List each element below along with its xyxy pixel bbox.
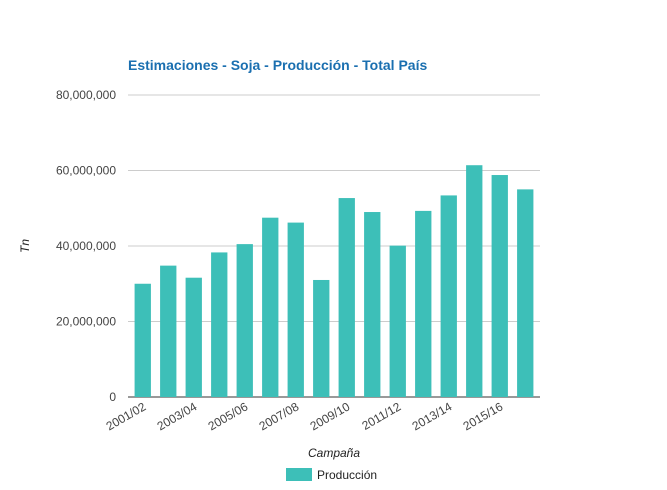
x-tick-label: 2003/04 — [155, 399, 200, 433]
bar-2011-12 — [389, 245, 406, 397]
x-axis-tick-labels: 2001/02 2003/04 2005/06 2007/08 2009/10 2011/… — [104, 399, 506, 433]
bars — [134, 165, 534, 397]
x-tick-label: 2001/02 — [104, 399, 149, 433]
legend-label: Producción — [317, 468, 377, 482]
x-tick-label: 2015/16 — [461, 399, 506, 433]
legend-swatch — [286, 468, 312, 481]
x-tick-label: 2013/14 — [410, 399, 455, 433]
bar-2007-08 — [287, 222, 304, 397]
bar-2004-05 — [211, 252, 228, 397]
x-tick-label: 2007/08 — [257, 399, 302, 433]
y-axis-tick-labels: 0 20,000,000 40,000,000 60,000,000 80,000,00… — [56, 88, 116, 404]
bar-2015-16 — [491, 175, 508, 397]
y-tick-label: 60,000,000 — [56, 164, 116, 178]
x-tick-label: 2011/12 — [359, 399, 403, 433]
bar-2003-04 — [185, 277, 202, 397]
chart-title: Estimaciones - Soja - Producción - Total… — [128, 57, 427, 73]
bar-2002-03 — [160, 265, 177, 397]
x-tick-label: 2005/06 — [206, 399, 251, 433]
x-axis-title: Campaña — [308, 446, 360, 460]
bar-2013-14 — [440, 195, 457, 397]
x-tick-label: 2009/10 — [308, 399, 353, 433]
bar-2014-15 — [466, 165, 483, 397]
bar-2010-11 — [364, 212, 381, 397]
y-axis-title: Tn — [18, 239, 32, 253]
legend: Producción — [286, 468, 377, 482]
y-tick-label: 20,000,000 — [56, 315, 116, 329]
bar-2001-02 — [134, 283, 151, 397]
bar-2006-07 — [262, 217, 279, 397]
y-tick-label: 80,000,000 — [56, 88, 116, 102]
bar-2012-13 — [415, 210, 432, 397]
bar-2005-06 — [236, 244, 253, 397]
bar-2009-10 — [338, 198, 355, 397]
bar-2008-09 — [313, 279, 330, 397]
bar-2016-17 — [517, 189, 534, 397]
y-tick-label: 40,000,000 — [56, 239, 116, 253]
y-tick-label: 0 — [109, 390, 116, 404]
